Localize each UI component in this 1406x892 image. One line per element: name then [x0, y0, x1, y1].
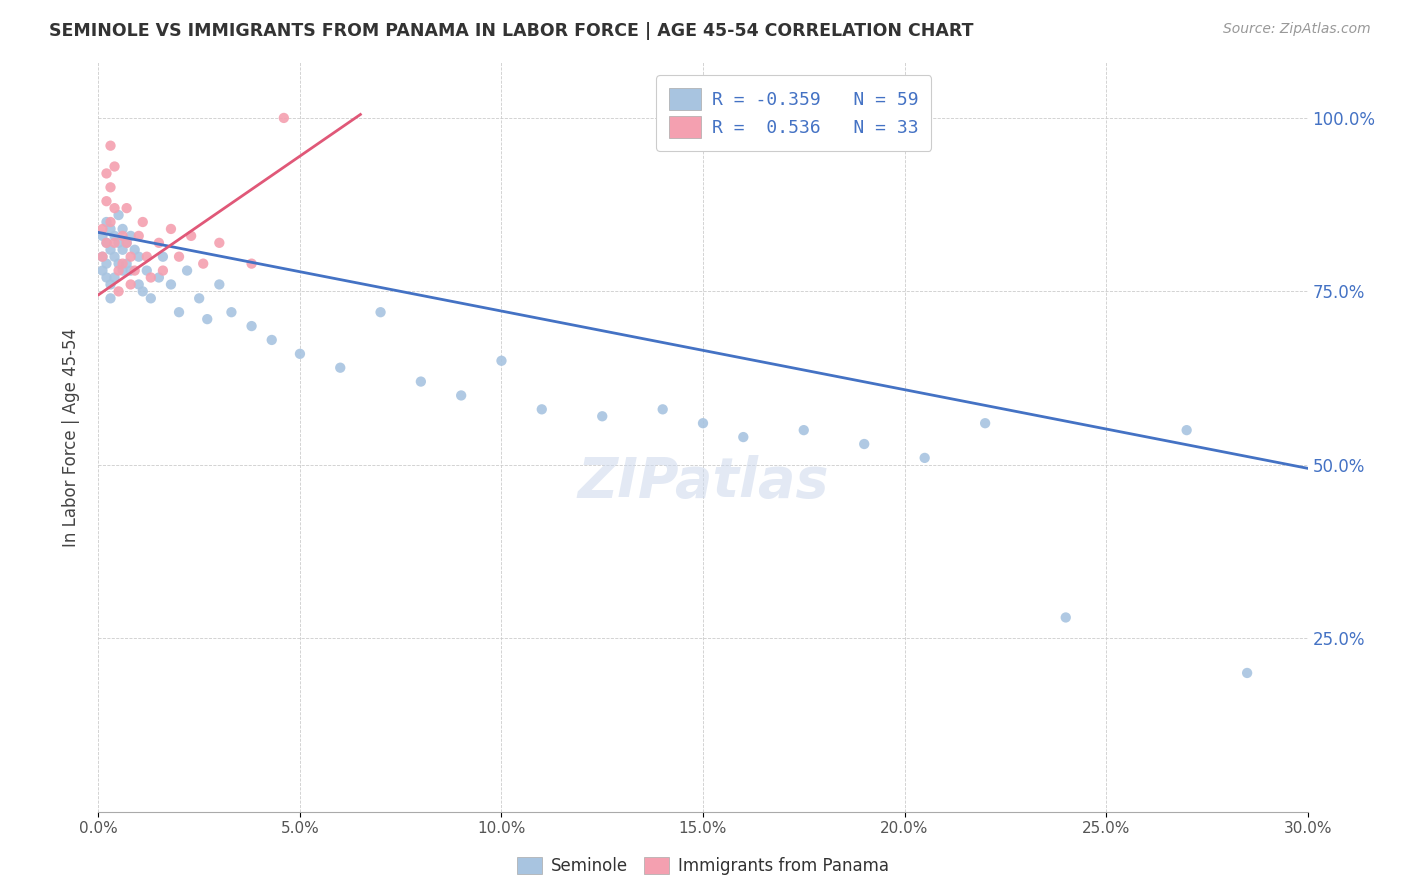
Point [1054, 610, 1077, 624]
Y-axis label: In Labor Force | Age 45-54: In Labor Force | Age 45-54 [62, 327, 80, 547]
Point [370, 305, 392, 319]
Point [103, 160, 125, 174]
Legend: Seminole, Immigrants from Panama: Seminole, Immigrants from Panama [509, 849, 897, 884]
Point [1236, 665, 1258, 680]
Point [188, 291, 211, 305]
Point [103, 201, 125, 215]
Point [100, 243, 122, 257]
Point [103, 235, 125, 250]
Point [115, 235, 138, 250]
Text: Source: ZipAtlas.com: Source: ZipAtlas.com [1223, 22, 1371, 37]
Point [91, 250, 114, 264]
Point [193, 257, 215, 271]
Point [120, 250, 142, 264]
Point [180, 228, 202, 243]
Point [288, 347, 311, 361]
Point [221, 305, 243, 319]
Point [974, 416, 997, 430]
Point [329, 360, 352, 375]
Point [124, 263, 146, 277]
Point [152, 263, 174, 277]
Point [96, 257, 118, 271]
Point [160, 222, 183, 236]
Point [240, 257, 263, 271]
Point [120, 263, 142, 277]
Point [260, 333, 283, 347]
Point [100, 215, 122, 229]
Point [793, 423, 815, 437]
Point [120, 228, 142, 243]
Point [160, 277, 183, 292]
Point [100, 138, 122, 153]
Point [100, 222, 122, 236]
Point [96, 166, 118, 180]
Point [96, 194, 118, 209]
Point [139, 291, 162, 305]
Point [111, 263, 134, 277]
Point [107, 285, 129, 299]
Legend: R = -0.359   N = 59, R =  0.536   N = 33: R = -0.359 N = 59, R = 0.536 N = 33 [657, 75, 931, 151]
Point [107, 263, 129, 277]
Point [132, 215, 155, 229]
Point [692, 416, 714, 430]
Text: SEMINOLE VS IMMIGRANTS FROM PANAMA IN LABOR FORCE | AGE 45-54 CORRELATION CHART: SEMINOLE VS IMMIGRANTS FROM PANAMA IN LA… [49, 22, 974, 40]
Point [111, 257, 134, 271]
Point [152, 250, 174, 264]
Point [107, 257, 129, 271]
Point [132, 285, 155, 299]
Point [273, 111, 295, 125]
Point [91, 228, 114, 243]
Point [103, 250, 125, 264]
Point [91, 250, 114, 264]
Point [100, 277, 122, 292]
Point [115, 235, 138, 250]
Point [115, 257, 138, 271]
Point [91, 222, 114, 236]
Point [103, 228, 125, 243]
Point [450, 388, 472, 402]
Point [100, 180, 122, 194]
Point [491, 353, 513, 368]
Point [91, 263, 114, 277]
Point [100, 291, 122, 305]
Point [176, 263, 198, 277]
Point [409, 375, 432, 389]
Point [128, 250, 150, 264]
Point [135, 250, 157, 264]
Point [107, 208, 129, 222]
Point [96, 270, 118, 285]
Point [120, 277, 142, 292]
Point [115, 201, 138, 215]
Point [111, 243, 134, 257]
Point [530, 402, 553, 417]
Point [195, 312, 218, 326]
Point [103, 270, 125, 285]
Point [96, 235, 118, 250]
Point [111, 222, 134, 236]
Point [111, 228, 134, 243]
Point [651, 402, 673, 417]
Point [167, 305, 190, 319]
Point [135, 263, 157, 277]
Point [1175, 423, 1198, 437]
Point [128, 228, 150, 243]
Point [733, 430, 755, 444]
Point [124, 243, 146, 257]
Point [853, 437, 876, 451]
Point [96, 215, 118, 229]
Point [240, 319, 263, 334]
Point [208, 277, 231, 292]
Point [167, 250, 190, 264]
Point [148, 235, 170, 250]
Point [107, 235, 129, 250]
Point [139, 270, 162, 285]
Point [96, 235, 118, 250]
Point [914, 450, 936, 465]
Point [128, 277, 150, 292]
Text: ZIPatlas: ZIPatlas [578, 455, 828, 509]
Point [148, 270, 170, 285]
Point [591, 409, 613, 424]
Point [208, 235, 231, 250]
